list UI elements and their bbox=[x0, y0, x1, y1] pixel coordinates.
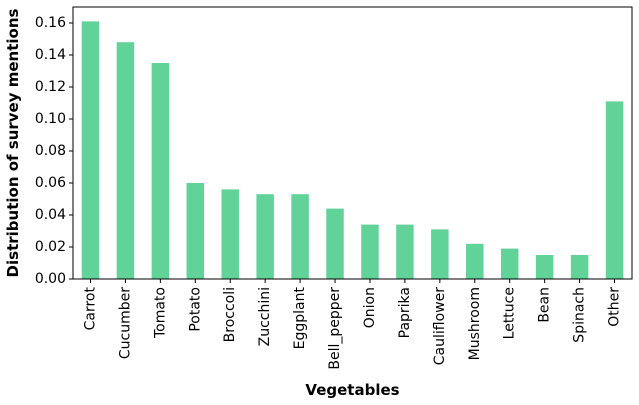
y-axis-label: Distribution of survey mentions bbox=[4, 8, 22, 277]
x-tick-label: Potato bbox=[187, 287, 203, 332]
bar-spinach bbox=[570, 255, 589, 279]
y-tick-label: 0.10 bbox=[35, 111, 66, 127]
y-tick-label: 0.12 bbox=[35, 79, 66, 95]
bar-onion bbox=[361, 224, 379, 279]
bar-potato bbox=[186, 183, 205, 279]
x-axis: Carrot Cucumber Tomato Potato Broccoli Zucchi… bbox=[82, 279, 623, 370]
y-tick-label: 0.14 bbox=[35, 47, 66, 63]
bar-zucchini bbox=[256, 194, 274, 279]
x-tick-label: Eggplant bbox=[292, 286, 308, 349]
y-tick-label: 0.00 bbox=[35, 271, 66, 287]
x-tick-label: Lettuce bbox=[502, 287, 518, 339]
x-tick-label: Other bbox=[607, 287, 623, 327]
x-tick-label: Bell_pepper bbox=[327, 287, 343, 370]
bar-cucumber bbox=[116, 42, 135, 280]
bars-group bbox=[81, 21, 624, 280]
bar-broccoli bbox=[221, 189, 239, 279]
y-tick-label: 0.04 bbox=[35, 207, 66, 223]
y-tick-label: 0.08 bbox=[35, 143, 66, 159]
bar-tomato bbox=[151, 63, 170, 279]
bar-eggplant bbox=[291, 194, 309, 279]
bar-bean bbox=[535, 255, 554, 279]
y-tick-label: 0.16 bbox=[35, 15, 66, 31]
bar-carrot bbox=[81, 21, 100, 280]
bar-other bbox=[605, 101, 624, 280]
x-tick-label: Onion bbox=[362, 287, 378, 328]
x-tick-label: Mushroom bbox=[467, 287, 483, 360]
bar-lettuce bbox=[500, 248, 519, 279]
x-tick-label: Spinach bbox=[572, 287, 588, 343]
x-tick-label: Bean bbox=[537, 287, 553, 323]
x-tick-label: Carrot bbox=[82, 286, 98, 330]
y-axis: 0.00 0.02 0.04 0.06 0.08 0.10 0.12 0.14 0.16 bbox=[35, 15, 73, 287]
x-tick-label: Cauliflower bbox=[432, 287, 448, 365]
bar-bell_pepper bbox=[326, 208, 344, 279]
bar-mushroom bbox=[466, 243, 484, 279]
y-tick-label: 0.06 bbox=[35, 175, 66, 191]
plot-frame bbox=[72, 6, 633, 280]
x-tick-label: Tomato bbox=[152, 287, 168, 339]
x-axis-label: Vegetables bbox=[305, 381, 399, 399]
y-tick-label: 0.02 bbox=[35, 239, 66, 255]
bar-paprika bbox=[396, 224, 414, 279]
x-tick-label: Broccoli bbox=[222, 287, 238, 342]
x-tick-label: Zucchini bbox=[257, 287, 273, 346]
x-tick-label: Cucumber bbox=[117, 287, 133, 359]
x-tick-label: Paprika bbox=[397, 287, 413, 338]
bar-cauliflower bbox=[431, 229, 449, 279]
